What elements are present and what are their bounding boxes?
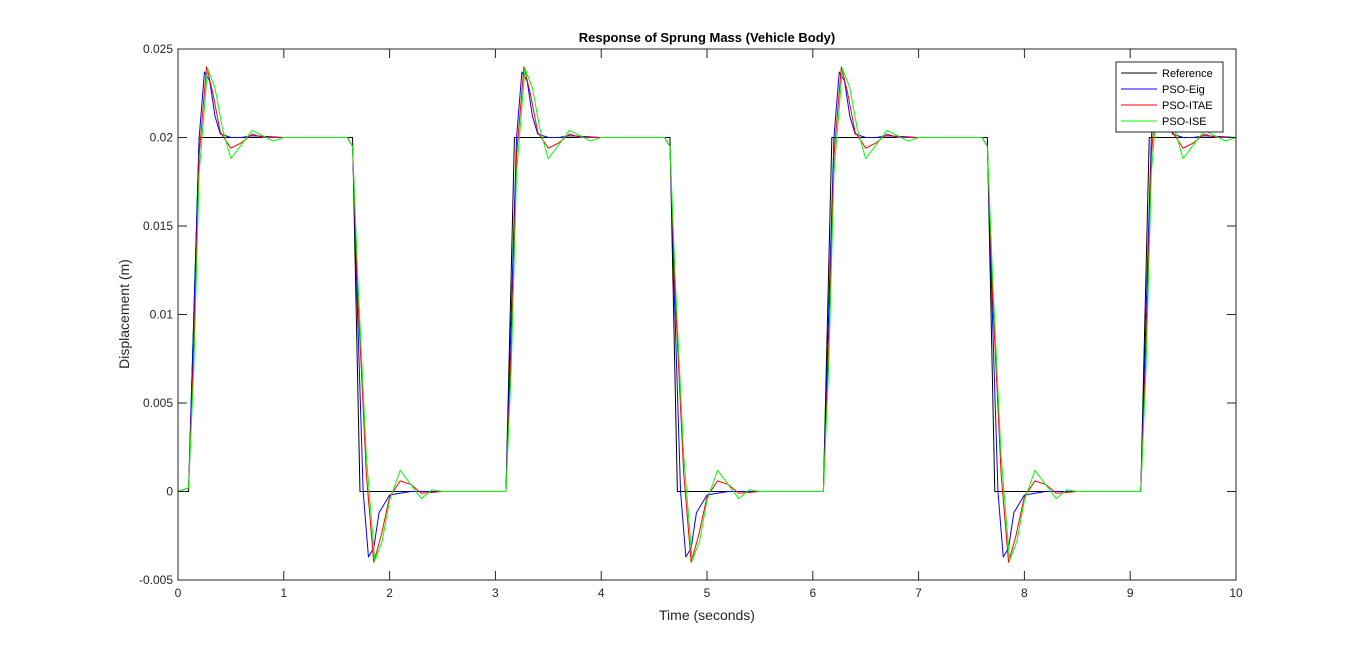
x-tick-label: 8 xyxy=(1021,586,1028,600)
y-tick-label: -0.005 xyxy=(139,573,173,587)
chart-title: Response of Sprung Mass (Vehicle Body) xyxy=(579,30,835,45)
series-line-reference xyxy=(178,137,1236,492)
x-tick-label: 0 xyxy=(175,586,182,600)
series-line-pso-itae xyxy=(177,66,1236,563)
legend-label-pso-itae: PSO-ITAE xyxy=(1162,100,1213,112)
legend: Reference PSO-Eig PSO-ITAE PSO-ISE xyxy=(1115,61,1224,133)
x-tick-label: 9 xyxy=(1127,586,1134,600)
legend-label-reference: Reference xyxy=(1162,68,1213,80)
x-axis-label: Time (seconds) xyxy=(659,607,755,623)
x-tick-label: 3 xyxy=(492,586,499,600)
x-tick-label: 10 xyxy=(1229,586,1243,600)
x-tick-label: 1 xyxy=(280,586,287,600)
y-tick-label: 0.005 xyxy=(143,396,173,410)
y-tick-label: 0 xyxy=(166,485,173,499)
series-line-pso-eig xyxy=(177,71,1237,558)
x-tick-label: 6 xyxy=(809,586,816,600)
series-line-pso-ise xyxy=(177,67,1237,562)
x-tick-label: 2 xyxy=(386,586,393,600)
y-tick-label: 0.02 xyxy=(150,131,174,145)
y-tick-label: 0.025 xyxy=(143,42,173,56)
legend-label-pso-eig: PSO-Eig xyxy=(1162,84,1205,96)
x-tick-label: 5 xyxy=(704,586,711,600)
axes-layer: 0 1 2 3 4 5 6 7 8 9 10-0.00500.0050.010.0150.020.0… xyxy=(139,42,1243,600)
legend-box xyxy=(1115,61,1224,133)
y-tick-label: 0.015 xyxy=(143,219,173,233)
x-tick-label: 4 xyxy=(598,586,605,600)
y-axis-label: Displacement (m) xyxy=(116,259,132,369)
x-tick-label: 7 xyxy=(915,586,922,600)
series-layer xyxy=(177,66,1237,563)
y-tick-label: 0.01 xyxy=(150,308,174,322)
legend-label-pso-ise: PSO-ISE xyxy=(1162,116,1207,128)
